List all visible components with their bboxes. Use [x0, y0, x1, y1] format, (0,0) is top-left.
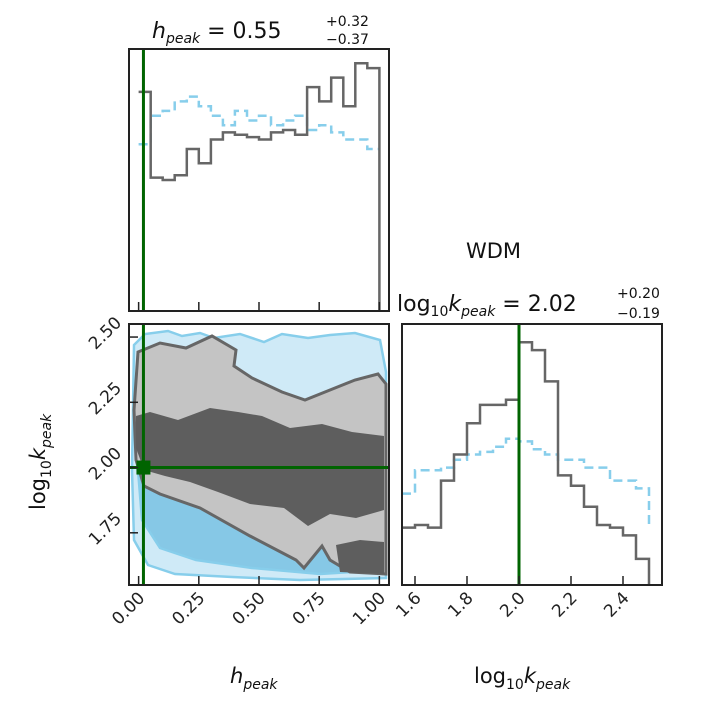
log-k-peak-tick-label-1: 1.8 — [444, 588, 477, 621]
h-peak-tick-label-0: 0.00 — [108, 588, 149, 629]
log-k-peak-panel-frame — [401, 323, 663, 586]
h-peak-tick-label-3: 0.75 — [289, 588, 330, 629]
h-peak-top-ticks — [137, 302, 381, 311]
posterior-inner-contour-lower — [336, 540, 384, 574]
y-axis-label-log-k-peak: log10kpeak — [26, 413, 55, 510]
h-peak-tick-label-4: 1.00 — [349, 588, 390, 629]
model-label: WDM — [466, 239, 521, 263]
h-peak-tick-label-1: 0.25 — [168, 588, 209, 629]
h-peak-tick-labels: 0.00 0.25 0.50 0.75 1.00 — [108, 588, 390, 629]
log-k-peak-y-tick-labels: 1.75 2.00 2.25 2.50 — [85, 313, 126, 550]
log-k-peak-tick-label-0: 1.6 — [392, 588, 425, 621]
log-k-peak-tick-label-2: 2.0 — [496, 588, 529, 621]
log-k-peak-tick-label-4: 2.4 — [600, 588, 633, 621]
log-k-peak-y-tick-label-2: 2.25 — [85, 378, 126, 419]
joint-contour-panel — [128, 323, 390, 586]
h-peak-title-minus: −0.37 — [326, 32, 369, 48]
truth-marker — [136, 460, 151, 475]
log-k-peak-tick-labels: 1.6 1.8 2.0 2.2 2.4 — [392, 588, 633, 621]
log-k-peak-histogram-panel — [401, 323, 663, 586]
joint-ticks — [129, 336, 381, 585]
log-k-peak-title: log10kpeak = 2.02 — [397, 292, 577, 320]
h-peak-prior-histogram — [138, 95, 380, 151]
x-axis-label-log-k-peak: log10kpeak — [474, 664, 571, 693]
log-k-peak-title-minus: −0.19 — [617, 306, 660, 322]
h-peak-tick-label-2: 0.50 — [229, 588, 270, 629]
h-peak-title-plus: +0.32 — [326, 14, 369, 30]
log-k-peak-title-plus: +0.20 — [617, 286, 660, 302]
log-k-peak-posterior-histogram — [402, 341, 651, 585]
h-peak-panel-frame — [128, 48, 390, 312]
log-k-peak-tick-label-3: 2.2 — [548, 588, 581, 621]
log-k-peak-y-tick-label-1: 2.00 — [85, 444, 126, 485]
h-peak-title: hpeak = 0.55 — [152, 19, 282, 47]
log-k-peak-y-tick-label-0: 1.75 — [85, 509, 126, 550]
log-k-peak-y-tick-label-3: 2.50 — [85, 313, 126, 354]
joint-panel-frame — [128, 323, 390, 586]
x-axis-label-h-peak: hpeak — [230, 664, 278, 693]
log-k-peak-x-ticks — [414, 576, 624, 585]
h-peak-histogram-panel — [128, 48, 390, 312]
h-peak-posterior-histogram — [138, 62, 381, 311]
log-k-peak-prior-histogram — [402, 437, 651, 525]
